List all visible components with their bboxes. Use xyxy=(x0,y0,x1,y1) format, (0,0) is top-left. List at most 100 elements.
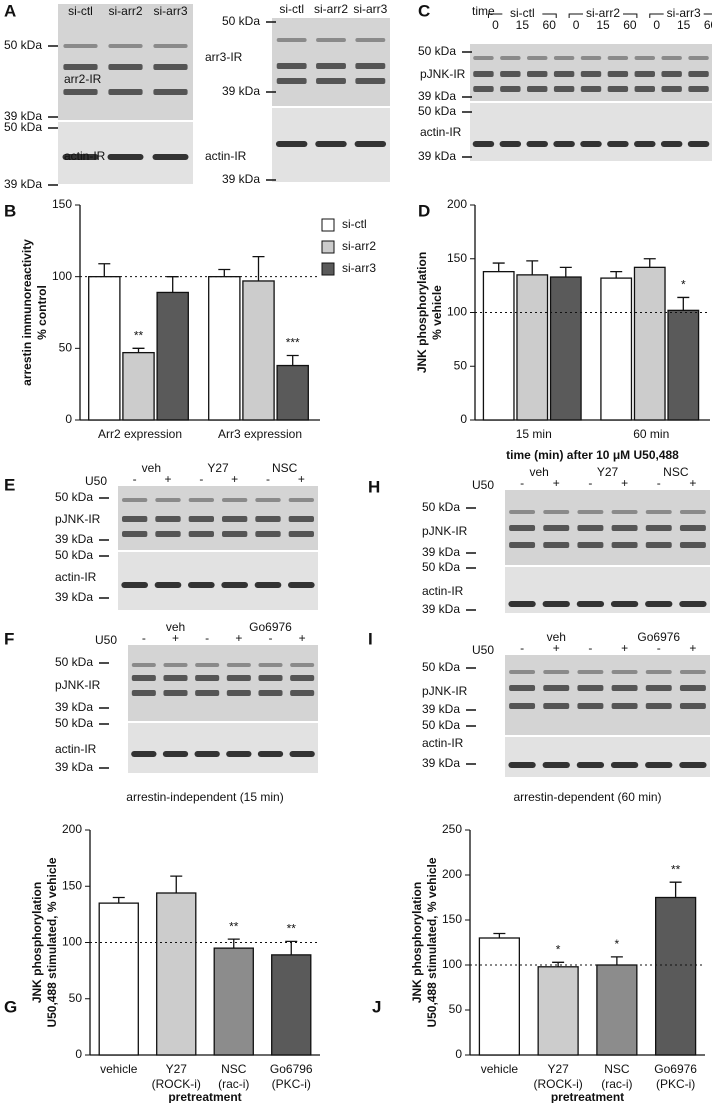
marker-label: 39 kDa xyxy=(422,702,460,716)
band xyxy=(188,516,214,522)
band xyxy=(611,542,638,548)
band xyxy=(316,63,346,69)
band xyxy=(543,525,570,531)
band xyxy=(577,703,604,709)
y-axis-label: U50,488 stimulated, % vehicle xyxy=(45,857,59,1027)
significance: * xyxy=(615,937,620,951)
group-label: Y27 xyxy=(597,465,619,479)
lane-label: si-ctl xyxy=(68,4,93,18)
lane-label: - xyxy=(133,472,137,486)
band xyxy=(679,601,707,607)
band xyxy=(195,663,220,667)
significance: * xyxy=(681,278,686,292)
band xyxy=(290,663,315,667)
band xyxy=(577,542,604,548)
band xyxy=(316,38,346,42)
x-tick-label: vehicle xyxy=(100,1062,138,1076)
x-tick-label: Arr2 expression xyxy=(98,427,182,441)
target-label: actin-IR xyxy=(420,125,462,139)
band xyxy=(162,751,189,757)
marker-label: 39 kDa xyxy=(4,177,42,191)
band xyxy=(543,703,570,709)
band xyxy=(679,703,706,709)
error-bar xyxy=(285,940,298,955)
band xyxy=(610,601,639,607)
group-label: si-arr2 xyxy=(586,6,620,20)
lane-label: + xyxy=(231,472,238,486)
band xyxy=(611,510,638,514)
error-bar xyxy=(166,276,179,293)
band xyxy=(645,685,672,691)
significance: ** xyxy=(229,919,239,933)
band xyxy=(288,498,314,502)
band xyxy=(275,141,308,147)
legend-label: si-ctl xyxy=(342,217,367,231)
band xyxy=(576,762,605,768)
blot-upper xyxy=(505,490,710,565)
band xyxy=(194,751,220,757)
blot-upper xyxy=(128,645,318,721)
legend-label: si-arr2 xyxy=(342,239,376,253)
x-tick-label: Y27 (ROCK-i) xyxy=(533,1062,582,1091)
marker-label: 39 kDa xyxy=(222,172,260,186)
lane-label: + xyxy=(299,631,306,645)
treatment-label: U50 xyxy=(472,643,494,657)
y-axis-label: JNK phosphorylation xyxy=(415,252,429,373)
band xyxy=(634,71,655,77)
panel-label: F xyxy=(4,629,14,648)
target-label: arr3-IR xyxy=(205,50,243,64)
y-axis-label: U50,488 stimulated, % vehicle xyxy=(425,857,439,1027)
band xyxy=(645,601,673,607)
band xyxy=(610,762,639,768)
lane-label: - xyxy=(205,631,209,645)
band xyxy=(107,154,144,160)
y-tick-label: 50 xyxy=(59,341,73,355)
bar xyxy=(596,964,638,1056)
marker-label: 50 kDa xyxy=(55,716,93,730)
group-label: si-arr3 xyxy=(667,6,701,20)
band xyxy=(163,663,188,667)
band xyxy=(222,516,248,522)
band xyxy=(63,89,98,95)
lane-label: - xyxy=(520,476,524,490)
marker-label: 50 kDa xyxy=(4,120,42,134)
marker-label: 39 kDa xyxy=(422,545,460,559)
lane-label: - xyxy=(588,641,592,655)
legend-swatch xyxy=(321,218,335,232)
lane-label: + xyxy=(553,641,560,655)
blot-upper xyxy=(118,486,318,550)
band xyxy=(645,542,672,548)
band xyxy=(258,675,283,681)
error-bar xyxy=(610,956,623,965)
band xyxy=(527,56,548,60)
band xyxy=(500,86,521,92)
bar xyxy=(208,276,241,421)
band xyxy=(108,89,143,95)
y-tick-label: 50 xyxy=(69,991,83,1005)
band xyxy=(576,601,605,607)
band xyxy=(258,663,283,667)
band xyxy=(258,690,283,696)
band xyxy=(254,582,282,588)
band xyxy=(542,601,570,607)
band xyxy=(553,71,575,77)
lane-label: + xyxy=(553,476,560,490)
band xyxy=(645,670,672,674)
panel-label: E xyxy=(4,475,15,494)
y-tick-label: 200 xyxy=(447,197,467,211)
marker-label: 50 kDa xyxy=(422,500,460,514)
error-bar xyxy=(170,875,183,893)
lane-label: 0 xyxy=(492,18,499,32)
legend-swatch xyxy=(321,262,335,276)
target-label: pJNK-IR xyxy=(55,512,101,526)
y-tick-label: 100 xyxy=(52,269,72,283)
x-tick-label: Go6796 (PKC-i) xyxy=(270,1062,313,1091)
band xyxy=(316,78,346,84)
bar xyxy=(156,892,197,1056)
lane-label: 60 xyxy=(543,18,557,32)
band xyxy=(660,141,683,147)
target-label: actin-IR xyxy=(55,742,97,756)
marker-label: 39 kDa xyxy=(422,602,460,616)
band xyxy=(255,498,281,502)
band xyxy=(163,690,188,696)
